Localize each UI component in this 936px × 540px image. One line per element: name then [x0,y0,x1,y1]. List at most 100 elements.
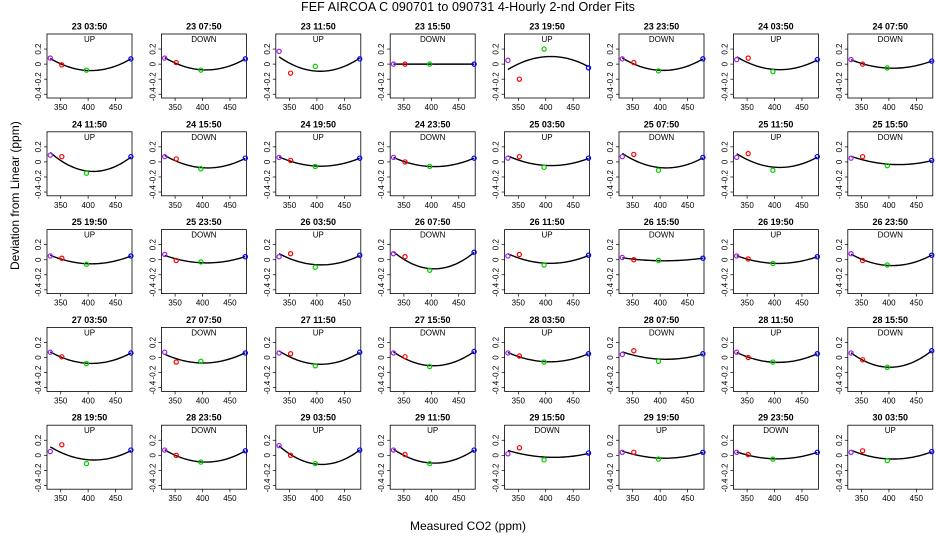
panel-frame [389,424,476,490]
fit-curve [622,450,704,459]
data-point [733,449,740,456]
panel-16: 25 19:50 UP 350 400 450 -0.4-0.2 0 0.2 [34,217,134,308]
data-point [83,360,90,367]
panel-direction: DOWN [878,231,904,240]
panel-frame [847,131,934,197]
panel-frame [733,131,819,197]
data-point [814,351,821,357]
y-tick-label: -0.4 [492,185,501,199]
y-tick-label: 0.2 [492,336,501,348]
data-point [619,449,625,456]
y-tick-label: -0.2 [606,170,615,184]
x-tick-label: 350 [626,103,640,112]
panel-title: 23 03:50 [72,22,108,32]
fit-curve [278,350,361,365]
fit-curve [850,155,932,166]
y-tick-label: 0 [492,61,501,66]
panel-24: 27 03:50 UP 350 400 450 -0.4-0.2 0 0.2 [34,315,134,405]
panel-frame [504,229,591,295]
data-point [655,68,662,74]
y-tick-label: 0 [377,257,386,262]
fit-curve [49,351,132,365]
y-tick-label: -0.4 [34,478,43,492]
data-point [312,460,318,467]
y-tick-label: 0.2 [835,141,844,153]
panel-direction: UP [84,231,95,240]
fit-curve [393,351,475,367]
panel-direction: DOWN [191,35,217,44]
data-point [242,155,249,161]
panel-title: 27 07:50 [186,315,222,325]
x-tick-label: 450 [109,396,123,405]
x-tick-label: 450 [566,201,580,210]
y-tick-label: 0.2 [835,43,844,55]
data-point [814,254,821,260]
y-tick-label: -0.2 [377,170,386,184]
y-tick-label: -0.4 [606,185,615,199]
data-point [859,357,866,363]
x-tick-label: 450 [681,201,695,210]
data-point [655,257,662,264]
y-tick-label: -0.4 [377,478,386,492]
x-tick-label: 350 [626,396,640,405]
y-tick-label: -0.2 [835,72,844,86]
data-point [929,448,935,455]
y-tick-label: -0.4 [720,87,729,101]
y-tick-label: 0 [377,159,386,164]
data-point [631,151,637,158]
panel-frame [389,326,476,392]
panel-direction: UP [542,35,553,44]
panel-title: 23 23:50 [644,22,680,32]
x-tick-label: 400 [196,299,210,308]
panel-frame [847,424,934,490]
x-tick-label: 350 [626,299,640,308]
y-tick-label: 0 [835,159,844,164]
y-tick-label: 0.2 [148,43,157,55]
data-point [700,154,706,161]
y-tick-label: 0.2 [148,434,157,446]
y-tick-label: 0 [606,159,615,164]
data-point [848,250,854,257]
x-tick-label: 350 [855,201,869,210]
x-tick-label: 400 [81,494,95,503]
panel-frame [618,131,705,197]
x-tick-label: 450 [109,103,123,112]
panel-direction: UP [542,328,553,337]
data-point [47,55,53,61]
panel-title: 26 19:50 [758,217,794,227]
chart-title: FEF AIRCOA C 090701 to 090731 4-Hourly 2… [300,0,636,14]
y-tick-label: 0 [492,159,501,164]
x-tick-label: 450 [566,396,580,405]
x-tick-label: 450 [109,201,123,210]
y-tick-label: 0.2 [263,336,272,348]
y-tick-label: 0.2 [720,43,729,55]
data-point [426,267,433,273]
panel-direction: UP [313,328,324,337]
fit-curve [164,352,246,364]
x-tick-label: 450 [566,103,580,112]
panel-frame [275,229,362,295]
panel-title: 28 23:50 [186,413,222,423]
data-point [242,350,249,356]
x-tick-label: 400 [425,103,439,112]
panel-12: 25 03:50 UP 350 400 450 -0.4-0.2 0 0.2 [492,119,592,210]
panel-title: 28 07:50 [644,315,680,325]
data-point [516,251,523,258]
panel-title: 24 11:50 [72,119,107,129]
data-point [198,67,204,73]
y-tick-label: -0.2 [492,170,501,184]
x-tick-label: 450 [681,299,695,308]
panel-21: 26 15:50 DOWN 350 400 450 -0.4-0.2 0 0.2 [606,217,706,308]
panel-11: 24 23:50 DOWN 350 400 450 -0.4-0.2 0 0.2 [377,119,477,210]
x-tick-label: 450 [566,299,580,308]
data-point [585,155,592,161]
data-point [631,257,637,263]
data-point [745,354,751,361]
panel-title: 26 03:50 [301,217,337,227]
panel-frame [618,33,705,99]
panel-29: 28 07:50 DOWN 350 400 450 -0.4-0.2 0 0.2 [606,315,706,405]
y-tick-label: 0.2 [492,239,501,251]
x-tick-label: 350 [512,103,526,112]
data-point [312,264,318,270]
panel-3: 23 15:50 DOWN 350 400 450 -0.4-0.2 0 0.2 [377,22,477,112]
